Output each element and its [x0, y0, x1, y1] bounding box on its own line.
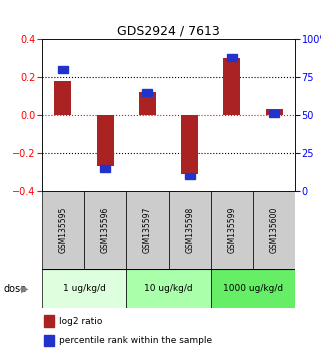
Bar — [269, 110, 279, 117]
Text: 1 ug/kg/d: 1 ug/kg/d — [63, 284, 105, 293]
Text: GSM135600: GSM135600 — [270, 207, 279, 253]
Bar — [211, 269, 295, 308]
Bar — [84, 191, 126, 269]
Text: log2 ratio: log2 ratio — [59, 316, 103, 326]
Bar — [44, 315, 55, 327]
Bar — [54, 81, 71, 115]
Bar — [227, 54, 237, 61]
Text: dose: dose — [3, 284, 26, 293]
Bar — [185, 172, 195, 179]
Text: GSM135599: GSM135599 — [227, 207, 237, 253]
Bar — [211, 191, 253, 269]
Bar — [126, 191, 169, 269]
Bar — [142, 89, 152, 96]
Bar — [223, 58, 240, 115]
Bar — [44, 335, 55, 346]
Bar — [181, 115, 198, 174]
Bar — [253, 191, 295, 269]
Bar — [97, 115, 114, 166]
Bar — [266, 109, 282, 115]
Bar — [42, 191, 84, 269]
Bar — [58, 66, 68, 73]
Title: GDS2924 / 7613: GDS2924 / 7613 — [117, 25, 220, 38]
Bar — [126, 269, 211, 308]
Text: GSM135597: GSM135597 — [143, 207, 152, 253]
Text: ▶: ▶ — [21, 284, 28, 293]
Text: 1000 ug/kg/d: 1000 ug/kg/d — [223, 284, 283, 293]
Bar — [42, 269, 126, 308]
Text: GSM135595: GSM135595 — [58, 207, 67, 253]
Text: 10 ug/kg/d: 10 ug/kg/d — [144, 284, 193, 293]
Bar — [100, 165, 110, 172]
Text: percentile rank within the sample: percentile rank within the sample — [59, 336, 213, 345]
Bar — [169, 191, 211, 269]
Text: GSM135596: GSM135596 — [100, 207, 110, 253]
Text: GSM135598: GSM135598 — [185, 207, 194, 253]
Bar — [139, 92, 156, 115]
